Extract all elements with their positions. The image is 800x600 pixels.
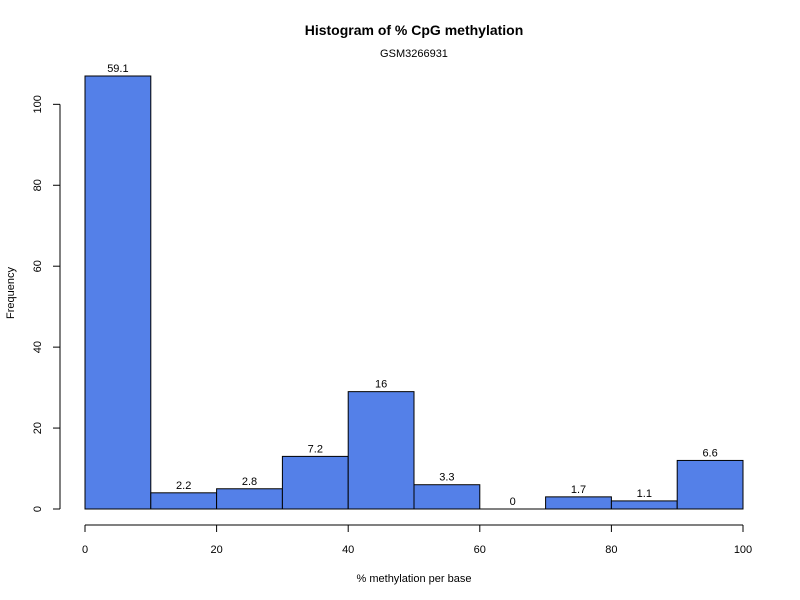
y-tick-label: 100 bbox=[32, 95, 44, 113]
y-tick-label: 60 bbox=[32, 260, 44, 272]
x-axis: 0 20 40 60 80 100 bbox=[82, 524, 752, 556]
bar-data-label: 6.6 bbox=[702, 447, 717, 459]
histogram-bar bbox=[347, 391, 415, 510]
y-tick-label: 0 bbox=[32, 506, 44, 512]
bar-labels-group: 59.1 2.2 2.8 7.2 16 3.3 0 1.7 1.1 6.6 bbox=[107, 63, 718, 508]
bar-data-label: 1.1 bbox=[637, 488, 652, 500]
histogram-bar bbox=[413, 484, 481, 510]
bar-data-label: 7.2 bbox=[308, 443, 323, 455]
bar-data-label: 16 bbox=[375, 379, 387, 391]
x-axis-label: % methylation per base bbox=[357, 573, 472, 585]
chart-title: Histogram of % CpG methylation bbox=[305, 22, 524, 38]
bar-data-label: 3.3 bbox=[439, 472, 454, 484]
y-tick-label: 20 bbox=[32, 422, 44, 434]
histogram-bar bbox=[676, 459, 744, 510]
bars-group bbox=[84, 75, 744, 510]
bar-data-label: 0 bbox=[510, 496, 516, 508]
histogram-bar bbox=[281, 455, 349, 510]
chart-subtitle: GSM3266931 bbox=[380, 48, 448, 60]
histogram-bar bbox=[610, 500, 678, 510]
histogram-bar bbox=[545, 496, 612, 510]
x-tick-label: 100 bbox=[734, 544, 752, 556]
x-tick-label: 20 bbox=[210, 544, 222, 556]
y-axis-label: Frequency bbox=[5, 267, 17, 319]
histogram-bar bbox=[84, 75, 152, 510]
y-axis: 0 20 40 60 80 100 bbox=[32, 95, 61, 512]
x-tick-label: 40 bbox=[342, 544, 354, 556]
bar-data-label: 2.2 bbox=[176, 480, 191, 492]
x-tick-label: 0 bbox=[82, 544, 88, 556]
bar-data-label: 2.8 bbox=[242, 476, 257, 488]
y-tick-label: 80 bbox=[32, 179, 44, 191]
histogram-bar bbox=[150, 492, 218, 510]
x-tick-label: 80 bbox=[605, 544, 617, 556]
bar-data-label: 59.1 bbox=[107, 63, 128, 75]
bar-data-label: 1.7 bbox=[571, 484, 586, 496]
y-tick-label: 40 bbox=[32, 341, 44, 353]
x-tick-label: 60 bbox=[474, 544, 486, 556]
histogram-bar bbox=[216, 488, 283, 510]
